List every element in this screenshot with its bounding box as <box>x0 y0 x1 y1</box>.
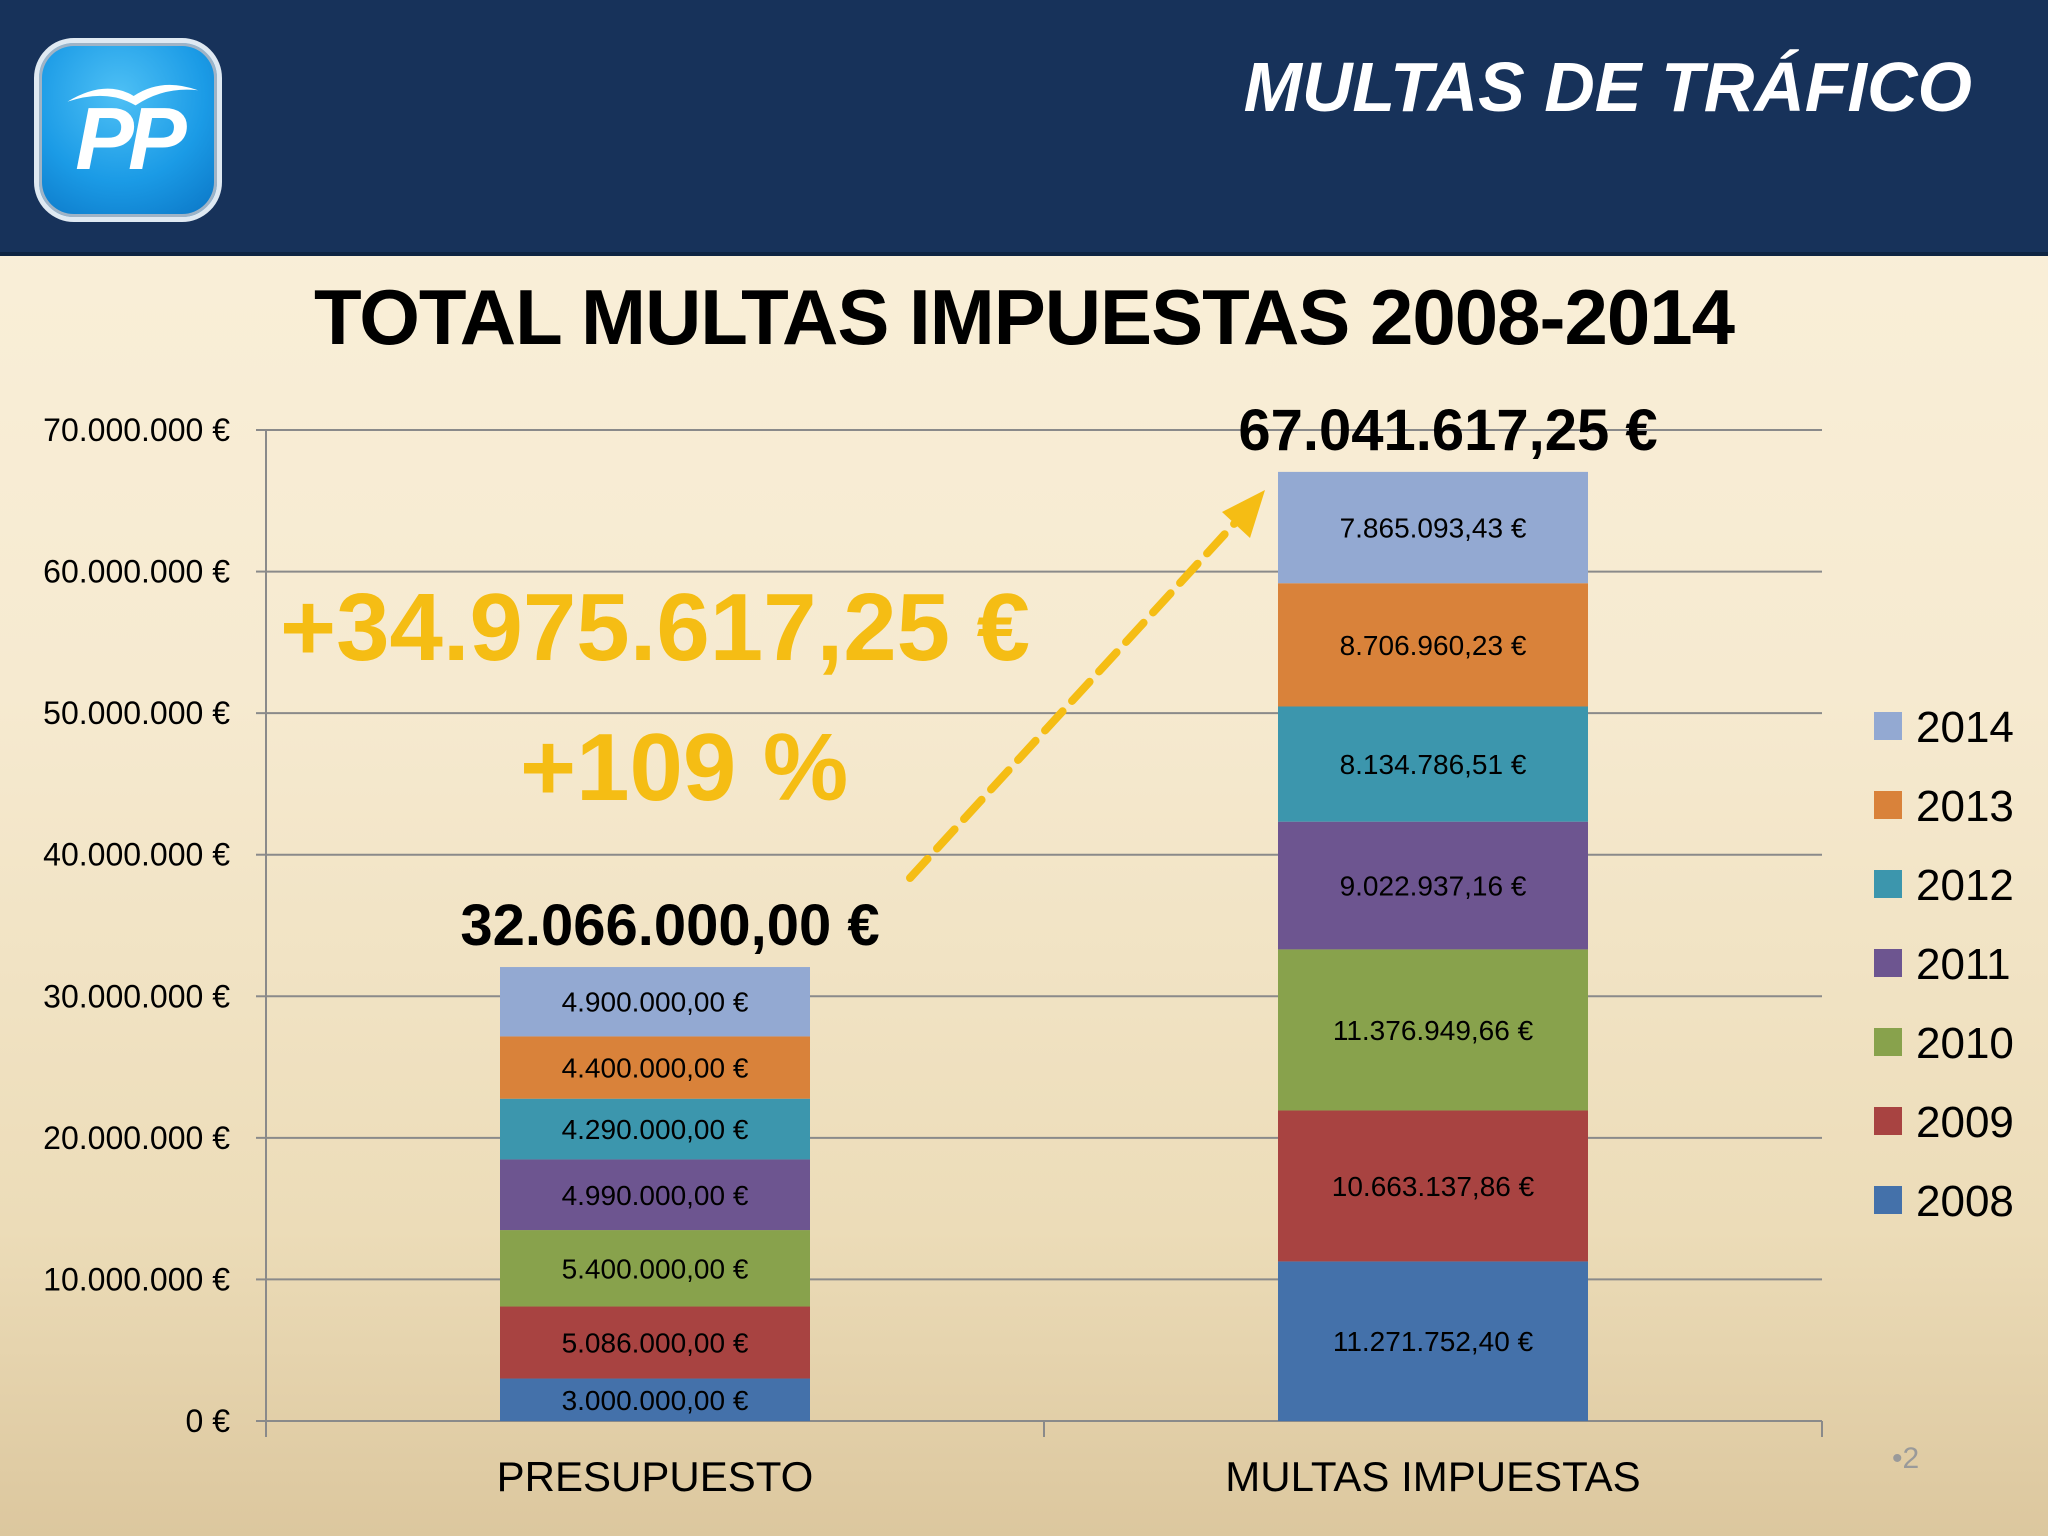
header-bar: PP MULTAS DE TRÁFICO <box>0 0 2048 256</box>
segment-value-label: 10.663.137,86 € <box>1332 1171 1535 1202</box>
pp-logo: PP <box>34 38 222 222</box>
bar-segment-2010 <box>500 1230 810 1307</box>
legend-swatch-2010 <box>1874 1028 1902 1056</box>
category-label: PRESUPUESTO <box>497 1453 814 1500</box>
y-tick-label: 50.000.000 € <box>43 695 230 731</box>
segment-value-label: 4.290.000,00 € <box>562 1114 749 1145</box>
legend-label: 2013 <box>1916 782 2014 831</box>
segment-value-label: 9.022.937,16 € <box>1340 871 1527 902</box>
legend-swatch-2014 <box>1874 712 1902 740</box>
legend-swatch-2011 <box>1874 949 1902 977</box>
segment-value-label: 8.706.960,23 € <box>1340 630 1527 661</box>
bar-segment-2011 <box>1278 821 1588 950</box>
logo-text: PP <box>75 89 186 188</box>
segment-value-label: 7.865.093,43 € <box>1340 513 1527 544</box>
bar-total-label: 67.041.617,25 € <box>1238 398 1657 463</box>
segment-value-label: 4.400.000,00 € <box>562 1053 749 1084</box>
bar-segment-2011 <box>500 1159 810 1231</box>
y-tick-label: 70.000.000 € <box>43 412 230 448</box>
bar-segment-2009 <box>500 1306 810 1379</box>
difference-annotation: +34.975.617,25 € <box>280 574 1031 681</box>
bar-segment-2008 <box>1278 1261 1588 1421</box>
segment-value-label: 4.990.000,00 € <box>562 1180 749 1211</box>
legend-swatch-2009 <box>1874 1107 1902 1135</box>
bar-segment-2008 <box>500 1378 810 1421</box>
bar-segment-2013 <box>500 1036 810 1099</box>
segment-value-label: 5.400.000,00 € <box>562 1253 749 1284</box>
bar-total-label: 32.066.000,00 € <box>460 893 879 958</box>
bar-segment-2012 <box>1278 706 1588 822</box>
bar-segment-2009 <box>1278 1110 1588 1262</box>
segment-value-label: 8.134.786,51 € <box>1340 749 1527 780</box>
gull-icon <box>67 84 198 106</box>
legend-swatch-2013 <box>1874 791 1902 819</box>
trend-arrow <box>906 490 1265 882</box>
bar-segment-2010 <box>1278 949 1588 1111</box>
y-tick-label: 10.000.000 € <box>43 1261 230 1297</box>
page-number: •2 <box>1892 1442 1920 1475</box>
legend-swatch-2008 <box>1874 1186 1902 1214</box>
segment-value-label: 3.000.000,00 € <box>562 1385 749 1416</box>
header-title: MULTAS DE TRÁFICO <box>1243 48 1972 126</box>
legend-label: 2010 <box>1916 1019 2014 1068</box>
y-tick-label: 0 € <box>186 1403 231 1439</box>
y-tick-label: 20.000.000 € <box>43 1120 230 1156</box>
legend-swatch-2012 <box>1874 870 1902 898</box>
bar-segment-2013 <box>1278 583 1588 707</box>
bar-segment-2012 <box>500 1098 810 1160</box>
legend-label: 2014 <box>1916 703 2014 752</box>
segment-value-label: 11.376.949,66 € <box>1333 1015 1534 1046</box>
bar-segment-2014 <box>1278 471 1588 584</box>
legend-label: 2011 <box>1916 940 2011 989</box>
legend-label: 2009 <box>1916 1098 2014 1147</box>
chart-title: TOTAL MULTAS IMPUESTAS 2008-2014 <box>314 273 1735 361</box>
y-tick-label: 30.000.000 € <box>43 978 230 1014</box>
category-label: MULTAS IMPUESTAS <box>1225 1453 1640 1500</box>
y-tick-label: 40.000.000 € <box>43 837 230 873</box>
segment-value-label: 4.900.000,00 € <box>562 987 749 1018</box>
bar-segment-2014 <box>500 967 810 1037</box>
percent-annotation: +109 % <box>520 714 849 821</box>
legend-label: 2008 <box>1916 1177 2014 1226</box>
segment-value-label: 11.271.752,40 € <box>1333 1326 1534 1357</box>
segment-value-label: 5.086.000,00 € <box>562 1328 749 1359</box>
legend-label: 2012 <box>1916 861 2014 910</box>
y-tick-label: 60.000.000 € <box>43 554 230 590</box>
